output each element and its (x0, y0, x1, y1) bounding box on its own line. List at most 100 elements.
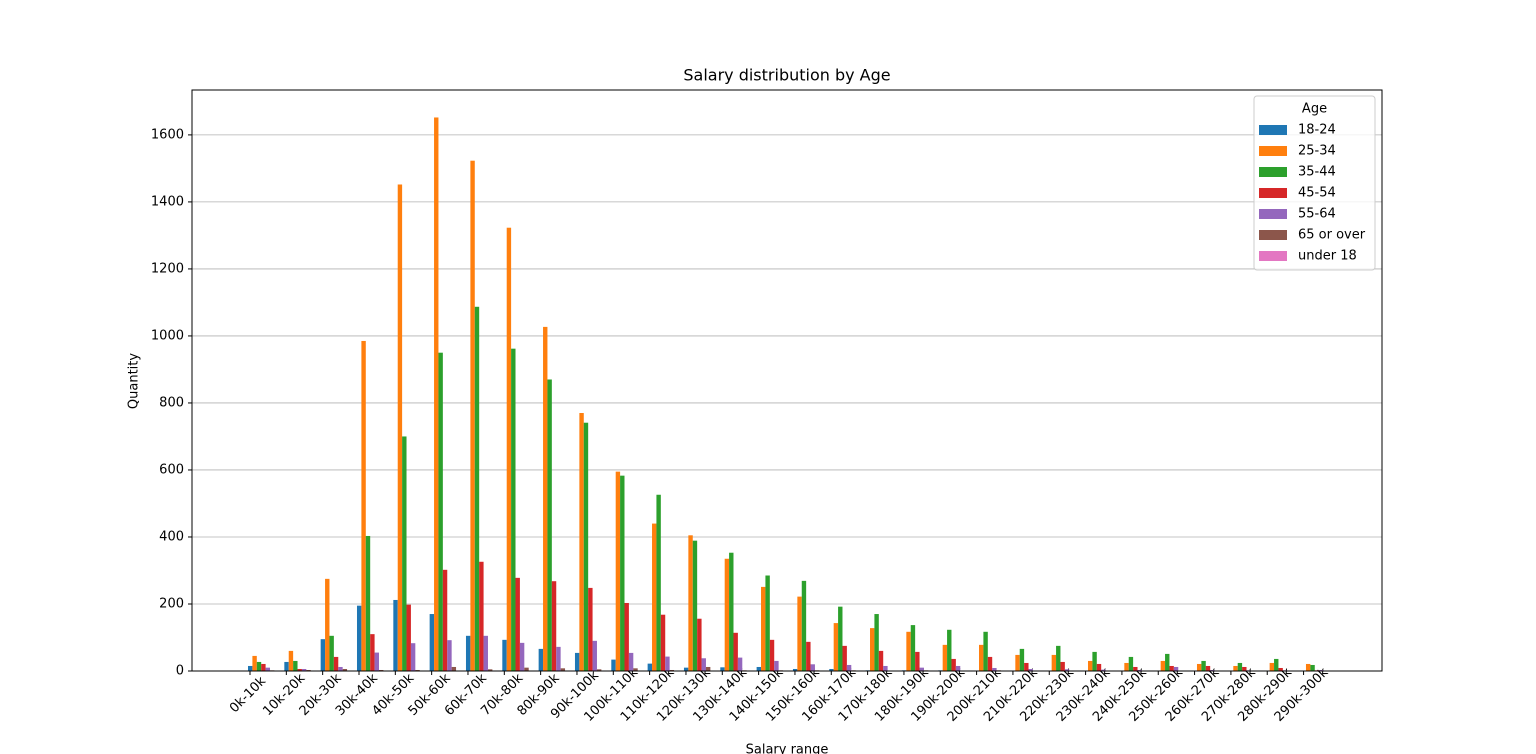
bar (665, 656, 670, 671)
bar (1124, 662, 1129, 671)
bar (370, 634, 375, 671)
bar (284, 661, 289, 671)
bar (737, 657, 743, 671)
bar (502, 639, 507, 671)
y-tick-label: 1400 (151, 194, 184, 209)
bar (429, 614, 435, 671)
plot-frame (191, 89, 1383, 672)
bar (842, 645, 847, 671)
bar (919, 667, 924, 671)
bar (406, 604, 411, 671)
bar (579, 413, 584, 671)
y-tick-label: 1600 (151, 127, 184, 142)
bar (393, 599, 398, 671)
bar (955, 665, 961, 671)
legend-label: 25-34 (1298, 144, 1336, 159)
y-tick-label: 1000 (151, 328, 184, 343)
bar (620, 475, 625, 671)
bar (838, 606, 843, 671)
bar (1133, 666, 1138, 671)
bar (1101, 669, 1106, 671)
y-tick-label: 600 (159, 462, 184, 477)
bar (1051, 654, 1057, 671)
bar (628, 652, 634, 671)
bar (506, 227, 512, 672)
bar (1319, 669, 1324, 671)
bar (1015, 654, 1020, 671)
bar (451, 666, 457, 671)
legend-label: 18-24 (1298, 123, 1336, 138)
x-axis-label: Salary range (746, 743, 829, 754)
bar (1242, 666, 1247, 671)
bar (979, 644, 984, 671)
bar (474, 306, 480, 671)
bar (470, 160, 475, 672)
bar (833, 623, 839, 671)
legend-swatch (1259, 146, 1287, 156)
bar (325, 578, 330, 671)
bar (434, 117, 439, 671)
bar (720, 667, 725, 671)
bar (1196, 663, 1202, 671)
bar (1019, 648, 1025, 671)
bar (483, 635, 488, 671)
legend-swatch (1259, 251, 1287, 261)
bar (669, 669, 675, 671)
bar (1096, 663, 1102, 671)
bar (797, 596, 802, 671)
bar (293, 660, 298, 671)
bar (910, 625, 916, 671)
bar (660, 614, 666, 671)
bar (611, 659, 616, 671)
bar (705, 666, 711, 671)
bar (656, 494, 661, 671)
bar (256, 661, 262, 671)
bar (883, 665, 888, 671)
bar (983, 631, 988, 671)
bar (615, 471, 621, 671)
bar (697, 618, 702, 671)
bar (511, 348, 516, 671)
bar (1092, 651, 1097, 671)
bar (320, 639, 326, 671)
bar (560, 668, 566, 671)
bar (301, 668, 307, 671)
bar (1237, 662, 1243, 671)
bar (1087, 660, 1093, 671)
y-tick-label: 200 (159, 596, 184, 611)
bar (397, 184, 403, 671)
bar (410, 643, 416, 671)
bar (774, 660, 779, 671)
bar (1064, 669, 1070, 671)
bar (874, 614, 879, 671)
bar (942, 644, 948, 671)
bar (701, 658, 706, 671)
legend-swatch (1259, 230, 1287, 240)
bar (356, 605, 362, 671)
bar (1169, 665, 1174, 671)
legend-label: 55-64 (1298, 207, 1336, 222)
bar (596, 669, 602, 671)
bar (1210, 669, 1215, 671)
bar (524, 667, 529, 671)
bar (1205, 665, 1211, 671)
bar (756, 666, 762, 671)
legend-label: 65 or over (1298, 228, 1366, 243)
bar (306, 669, 311, 671)
bar (769, 639, 775, 671)
bar (479, 561, 484, 671)
bar (288, 650, 294, 671)
bar (402, 436, 407, 671)
bar (556, 646, 561, 671)
y-tick-label: 400 (159, 529, 184, 544)
bar (729, 552, 734, 671)
bar (1233, 665, 1238, 671)
bar (806, 641, 811, 671)
bar (442, 569, 448, 671)
bar (338, 666, 343, 671)
legend-swatch (1259, 167, 1287, 177)
bar (846, 664, 852, 671)
bar (1173, 666, 1179, 671)
